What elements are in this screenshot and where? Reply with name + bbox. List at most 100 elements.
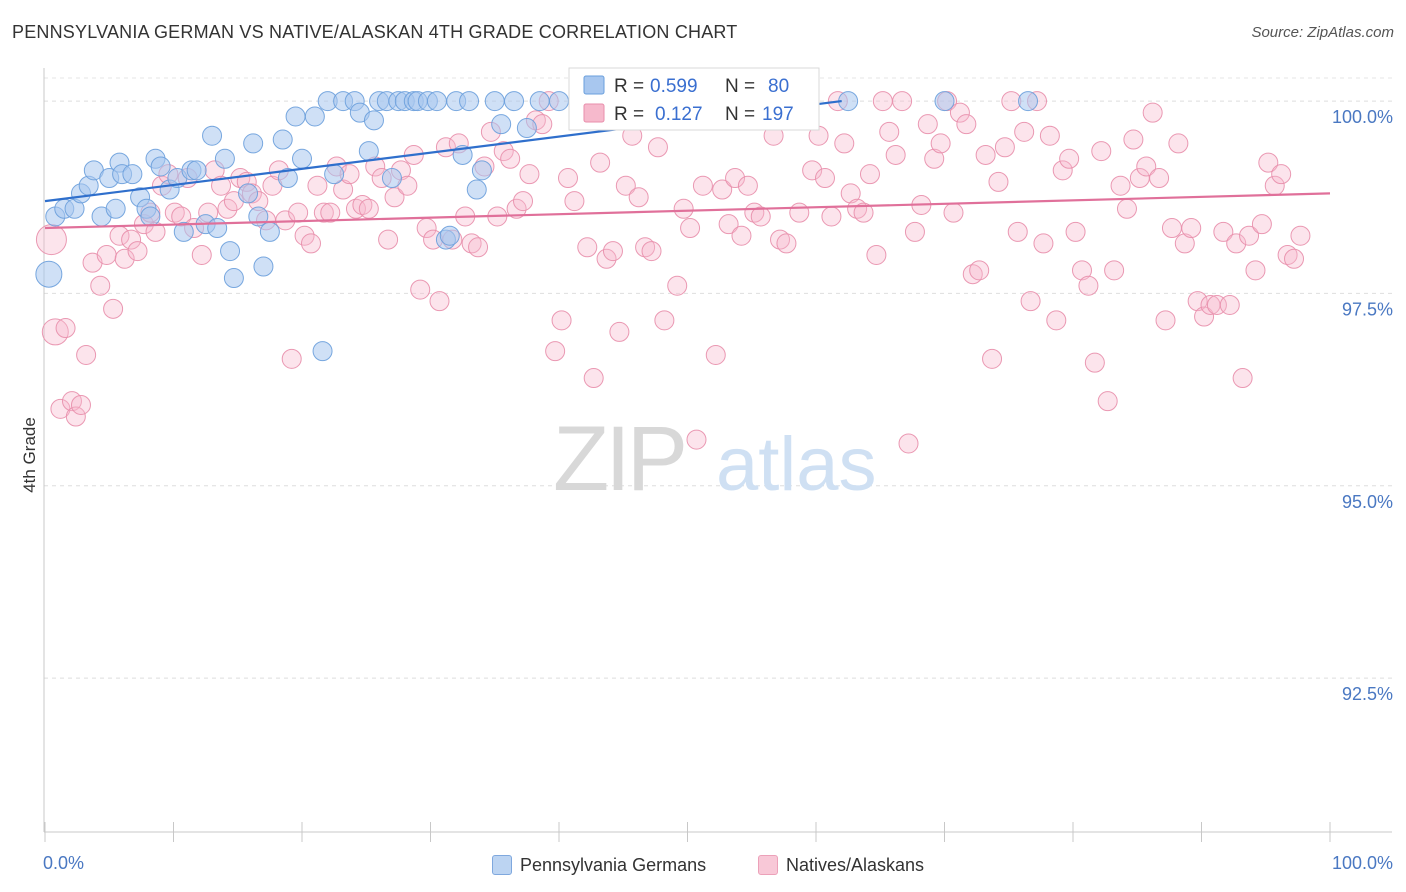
natives-alaskans-point — [898, 433, 919, 454]
natives-alaskans-point — [596, 248, 617, 269]
natives-alaskans-trend-line — [44, 192, 1331, 230]
natives-alaskans-point — [647, 137, 668, 158]
pennsylvania-germans-point — [439, 225, 460, 246]
natives-alaskans-point — [930, 133, 951, 154]
natives-alaskans-point — [667, 275, 688, 296]
natives-alaskans-point — [1271, 164, 1292, 185]
natives-alaskans-point — [1226, 233, 1247, 254]
natives-alaskans-point — [1136, 156, 1157, 177]
pennsylvania-germans-point — [186, 160, 207, 181]
natives-alaskans-point — [725, 168, 746, 189]
natives-alaskans-point — [834, 133, 855, 154]
chart-title: PENNSYLVANIA GERMAN VS NATIVE/ALASKAN 4T… — [12, 22, 738, 42]
natives-alaskans-point — [41, 318, 69, 346]
natives-alaskans-point — [872, 91, 893, 112]
pennsylvania-germans-point — [140, 206, 161, 227]
natives-alaskans-point — [468, 237, 489, 258]
natives-alaskans-point — [750, 206, 771, 227]
natives-alaskans-point — [1232, 368, 1253, 389]
natives-alaskans-point — [1033, 233, 1054, 254]
natives-alaskans-point — [1123, 129, 1144, 150]
natives-alaskans-point — [1059, 148, 1080, 169]
natives-alaskans-point — [1084, 352, 1105, 373]
natives-alaskans-point — [1091, 141, 1112, 162]
natives-alaskans-point — [103, 298, 124, 319]
source-label: Source: ZipAtlas.com — [1251, 24, 1394, 41]
pennsylvania-germans-point — [220, 241, 241, 262]
natives-alaskans-point — [1194, 306, 1215, 327]
y-tick-label-3: 92.5% — [1342, 684, 1393, 704]
legend-swatch-pink — [758, 855, 778, 875]
pennsylvania-germans-point — [122, 164, 143, 185]
natives-alaskans-point — [1239, 225, 1260, 246]
natives-alaskans-point — [294, 225, 315, 246]
natives-alaskans-point — [994, 137, 1015, 158]
pennsylvania-germans-point — [214, 148, 235, 169]
natives-alaskans-point — [1213, 221, 1234, 242]
natives-alaskans-point — [641, 241, 662, 262]
legend-item-natives-alaskans[interactable]: Natives/Alaskans — [758, 852, 924, 878]
natives-alaskans-point — [654, 310, 675, 331]
pennsylvania-germans-point — [35, 260, 63, 288]
pennsylvania-germans-point — [259, 221, 280, 242]
natives-alaskans-point — [924, 148, 945, 169]
legend-swatch-natives-alaskans — [583, 103, 605, 123]
natives-alaskans-point — [307, 175, 328, 196]
natives-alaskans-point — [609, 321, 630, 342]
natives-alaskans-point — [384, 187, 405, 208]
natives-alaskans-point — [821, 206, 842, 227]
natives-alaskans-point — [1149, 168, 1170, 189]
pennsylvania-germans-point — [253, 256, 274, 277]
natives-alaskans-point — [853, 202, 874, 223]
natives-alaskans-point — [121, 229, 142, 250]
legend-item-pennsylvania-germans[interactable]: Pennsylvania Germans — [492, 852, 706, 878]
natives-alaskans-point — [879, 121, 900, 142]
stats-legend-box — [568, 67, 820, 131]
natives-alaskans-point — [602, 241, 623, 262]
natives-alaskans-point — [686, 429, 707, 450]
watermark-atlas: atlas — [716, 422, 877, 507]
stats-legend: R = 0.599 N = 80 R = 0.127 N = 197 — [568, 67, 820, 131]
pennsylvania-germans-point — [934, 91, 955, 112]
x-axis-ticks — [44, 822, 1331, 842]
natives-alaskans-point — [982, 348, 1003, 369]
x-axis-tick-labels: 0.0% 100.0% — [43, 853, 1393, 873]
natives-alaskans-point — [1168, 133, 1189, 154]
pennsylvania-germans-point — [491, 114, 512, 135]
pennsylvania-germans-point — [312, 341, 333, 362]
natives-alaskans-point — [802, 160, 823, 181]
pennsylvania-germans-point — [285, 106, 306, 127]
natives-alaskans-point — [1110, 175, 1131, 196]
y-tick-label-0: 100.0% — [1332, 107, 1393, 127]
natives-alaskans-point — [776, 233, 797, 254]
natives-alaskans-point — [680, 218, 701, 239]
pennsylvania-germans-point — [272, 129, 293, 150]
bottom-legend: Pennsylvania Germans Natives/Alaskans — [0, 852, 1406, 878]
natives-alaskans-point — [1258, 152, 1279, 173]
natives-alaskans-point — [90, 275, 111, 296]
natives-alaskans-point — [962, 264, 983, 285]
natives-alaskans-point — [956, 114, 977, 135]
natives-alaskans-point — [673, 198, 694, 219]
natives-alaskans-point — [1071, 260, 1092, 281]
natives-alaskans-point — [969, 260, 990, 281]
natives-alaskans-point — [1181, 218, 1202, 239]
gridlines — [44, 77, 1392, 679]
natives-alaskans-point — [55, 318, 76, 339]
natives-alaskans-point — [718, 214, 739, 235]
axes — [43, 68, 1392, 833]
y-axis-tick-labels: 100.0% 97.5% 95.0% 92.5% — [1332, 107, 1393, 704]
legend-r-label-1: R = — [614, 104, 644, 125]
pennsylvania-germans-point — [471, 160, 492, 181]
natives-alaskans-point — [866, 244, 887, 265]
pennsylvania-germans-point — [304, 106, 325, 127]
natives-alaskans-point — [281, 348, 302, 369]
natives-alaskans-point — [1046, 310, 1067, 331]
natives-alaskans-point — [1097, 391, 1118, 412]
y-tick-label-2: 95.0% — [1342, 492, 1393, 512]
legend-r-value-1: 0.127 — [655, 104, 703, 125]
natives-alaskans-points — [35, 91, 1311, 454]
natives-alaskans-point — [904, 221, 925, 242]
natives-alaskans-point — [557, 168, 578, 189]
legend-r-label-0: R = — [614, 76, 644, 97]
